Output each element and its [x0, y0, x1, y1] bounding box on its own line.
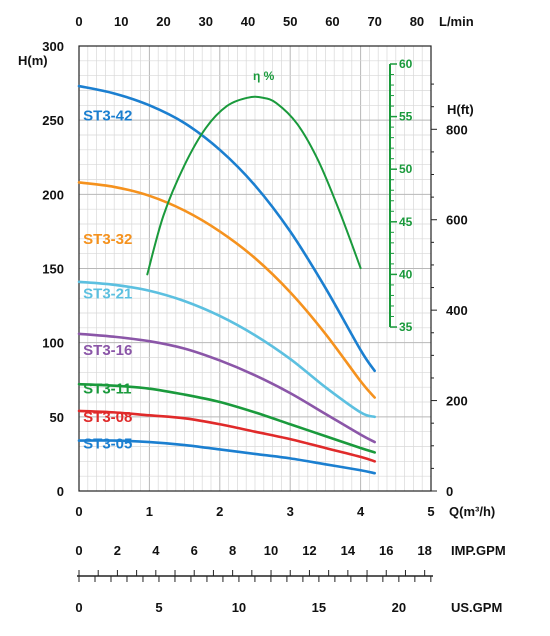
plot-border: [78, 45, 432, 492]
series-label-st3-32: ST3-32: [83, 231, 132, 248]
flow-conversion-scales: 0 2 4 6 8 10 12 14 16 18 IMP.GPM 0 5 10 15 20 US.GPM: [75, 543, 505, 615]
imp-gpm-tick-label: 4: [152, 543, 160, 558]
curve-st3-05: [77, 439, 376, 475]
x-axis-label: Q(m³/h): [449, 504, 495, 519]
x-tick-label: 3: [287, 504, 294, 519]
top-tick-label: 80: [410, 14, 424, 29]
efficiency-tick-label: 40: [399, 267, 413, 281]
series-label-st3-11: ST3-11: [83, 381, 131, 398]
y-axis-label: H(m): [18, 53, 48, 68]
imp-gpm-tick-label: 18: [417, 543, 431, 558]
us-gpm-tick-label: 10: [232, 600, 246, 615]
x-tick-label: 5: [427, 504, 434, 519]
x-tick-label: 0: [75, 504, 82, 519]
top-tick-label: 10: [114, 14, 128, 29]
x-tick-label: 1: [146, 504, 153, 519]
imp-gpm-tick-label: 10: [264, 543, 278, 558]
top-tick-label: 0: [75, 14, 82, 29]
efficiency-curve-group: 35 40 45 50 55 60 η %: [146, 57, 413, 334]
curve-st3-21: [77, 280, 376, 419]
efficiency-tick-label: 60: [399, 57, 413, 71]
series-label-st3-16: ST3-16: [83, 342, 132, 359]
x-tick-label: 4: [357, 504, 365, 519]
plot-frame: [78, 45, 432, 492]
y-tick-label: 250: [42, 113, 64, 128]
us-gpm-tick-label: 15: [312, 600, 326, 615]
imp-gpm-tick-label: 12: [302, 543, 316, 558]
imp-gpm-tick-label: 8: [229, 543, 236, 558]
curve-st3-16: [77, 332, 376, 444]
top-tick-label: 30: [198, 14, 212, 29]
imp-gpm-tick-label: 0: [75, 543, 82, 558]
head-curves: ST3-42 ST3-32 ST3-21 ST3-16 ST3-11 ST3-08 ST3-…: [77, 84, 376, 475]
top-axis-label: L/min: [439, 14, 474, 29]
curve-st3-08: [77, 409, 376, 463]
grid: [78, 45, 432, 492]
axis-labels: Q(m³/h) H(m) L/min H(ft): [18, 14, 495, 519]
us-gpm-tick-label: 5: [155, 600, 162, 615]
series-label-st3-21: ST3-21: [83, 286, 132, 303]
efficiency-curve: [146, 95, 362, 276]
efficiency-tick-label: 55: [399, 110, 413, 124]
right-tick-label: 400: [446, 303, 468, 318]
y-tick-label: 0: [57, 484, 64, 499]
right-tick-label: 0: [446, 484, 453, 499]
x-tick-label: 2: [216, 504, 223, 519]
top-tick-label: 60: [325, 14, 339, 29]
us-gpm-tick-label: 20: [392, 600, 406, 615]
y-tick-label: 150: [42, 262, 64, 277]
top-tick-label: 50: [283, 14, 297, 29]
y-tick-label: 50: [50, 410, 64, 425]
y-tick-label: 100: [42, 336, 64, 351]
efficiency-tick-label: 35: [399, 320, 413, 334]
right-tick-label: 800: [446, 122, 468, 137]
us-gpm-tick-label: 0: [75, 600, 82, 615]
curve-st3-42: [77, 84, 376, 373]
efficiency-tick-label: 50: [399, 162, 413, 176]
y-tick-label: 300: [42, 39, 64, 54]
imp-gpm-label: IMP.GPM: [451, 543, 506, 558]
right-tick-label: 600: [446, 213, 468, 228]
y-tick-label: 200: [42, 187, 64, 202]
right-axis-label: H(ft): [447, 102, 474, 117]
top-tick-label: 20: [156, 14, 170, 29]
efficiency-tick-label: 45: [399, 215, 413, 229]
efficiency-label: η %: [253, 69, 275, 83]
series-label-st3-05: ST3-05: [83, 436, 132, 453]
series-label-st3-42: ST3-42: [83, 108, 132, 125]
imp-gpm-tick-label: 6: [191, 543, 198, 558]
top-tick-label: 40: [241, 14, 255, 29]
curve-st3-11: [77, 382, 376, 454]
imp-gpm-tick-label: 16: [379, 543, 393, 558]
us-gpm-label: US.GPM: [451, 600, 502, 615]
right-tick-label: 200: [446, 394, 468, 409]
imp-gpm-tick-label: 14: [341, 543, 356, 558]
imp-gpm-tick-label: 2: [114, 543, 121, 558]
series-label-st3-08: ST3-08: [83, 409, 132, 426]
top-tick-label: 70: [367, 14, 381, 29]
curve-st3-32: [77, 181, 376, 399]
